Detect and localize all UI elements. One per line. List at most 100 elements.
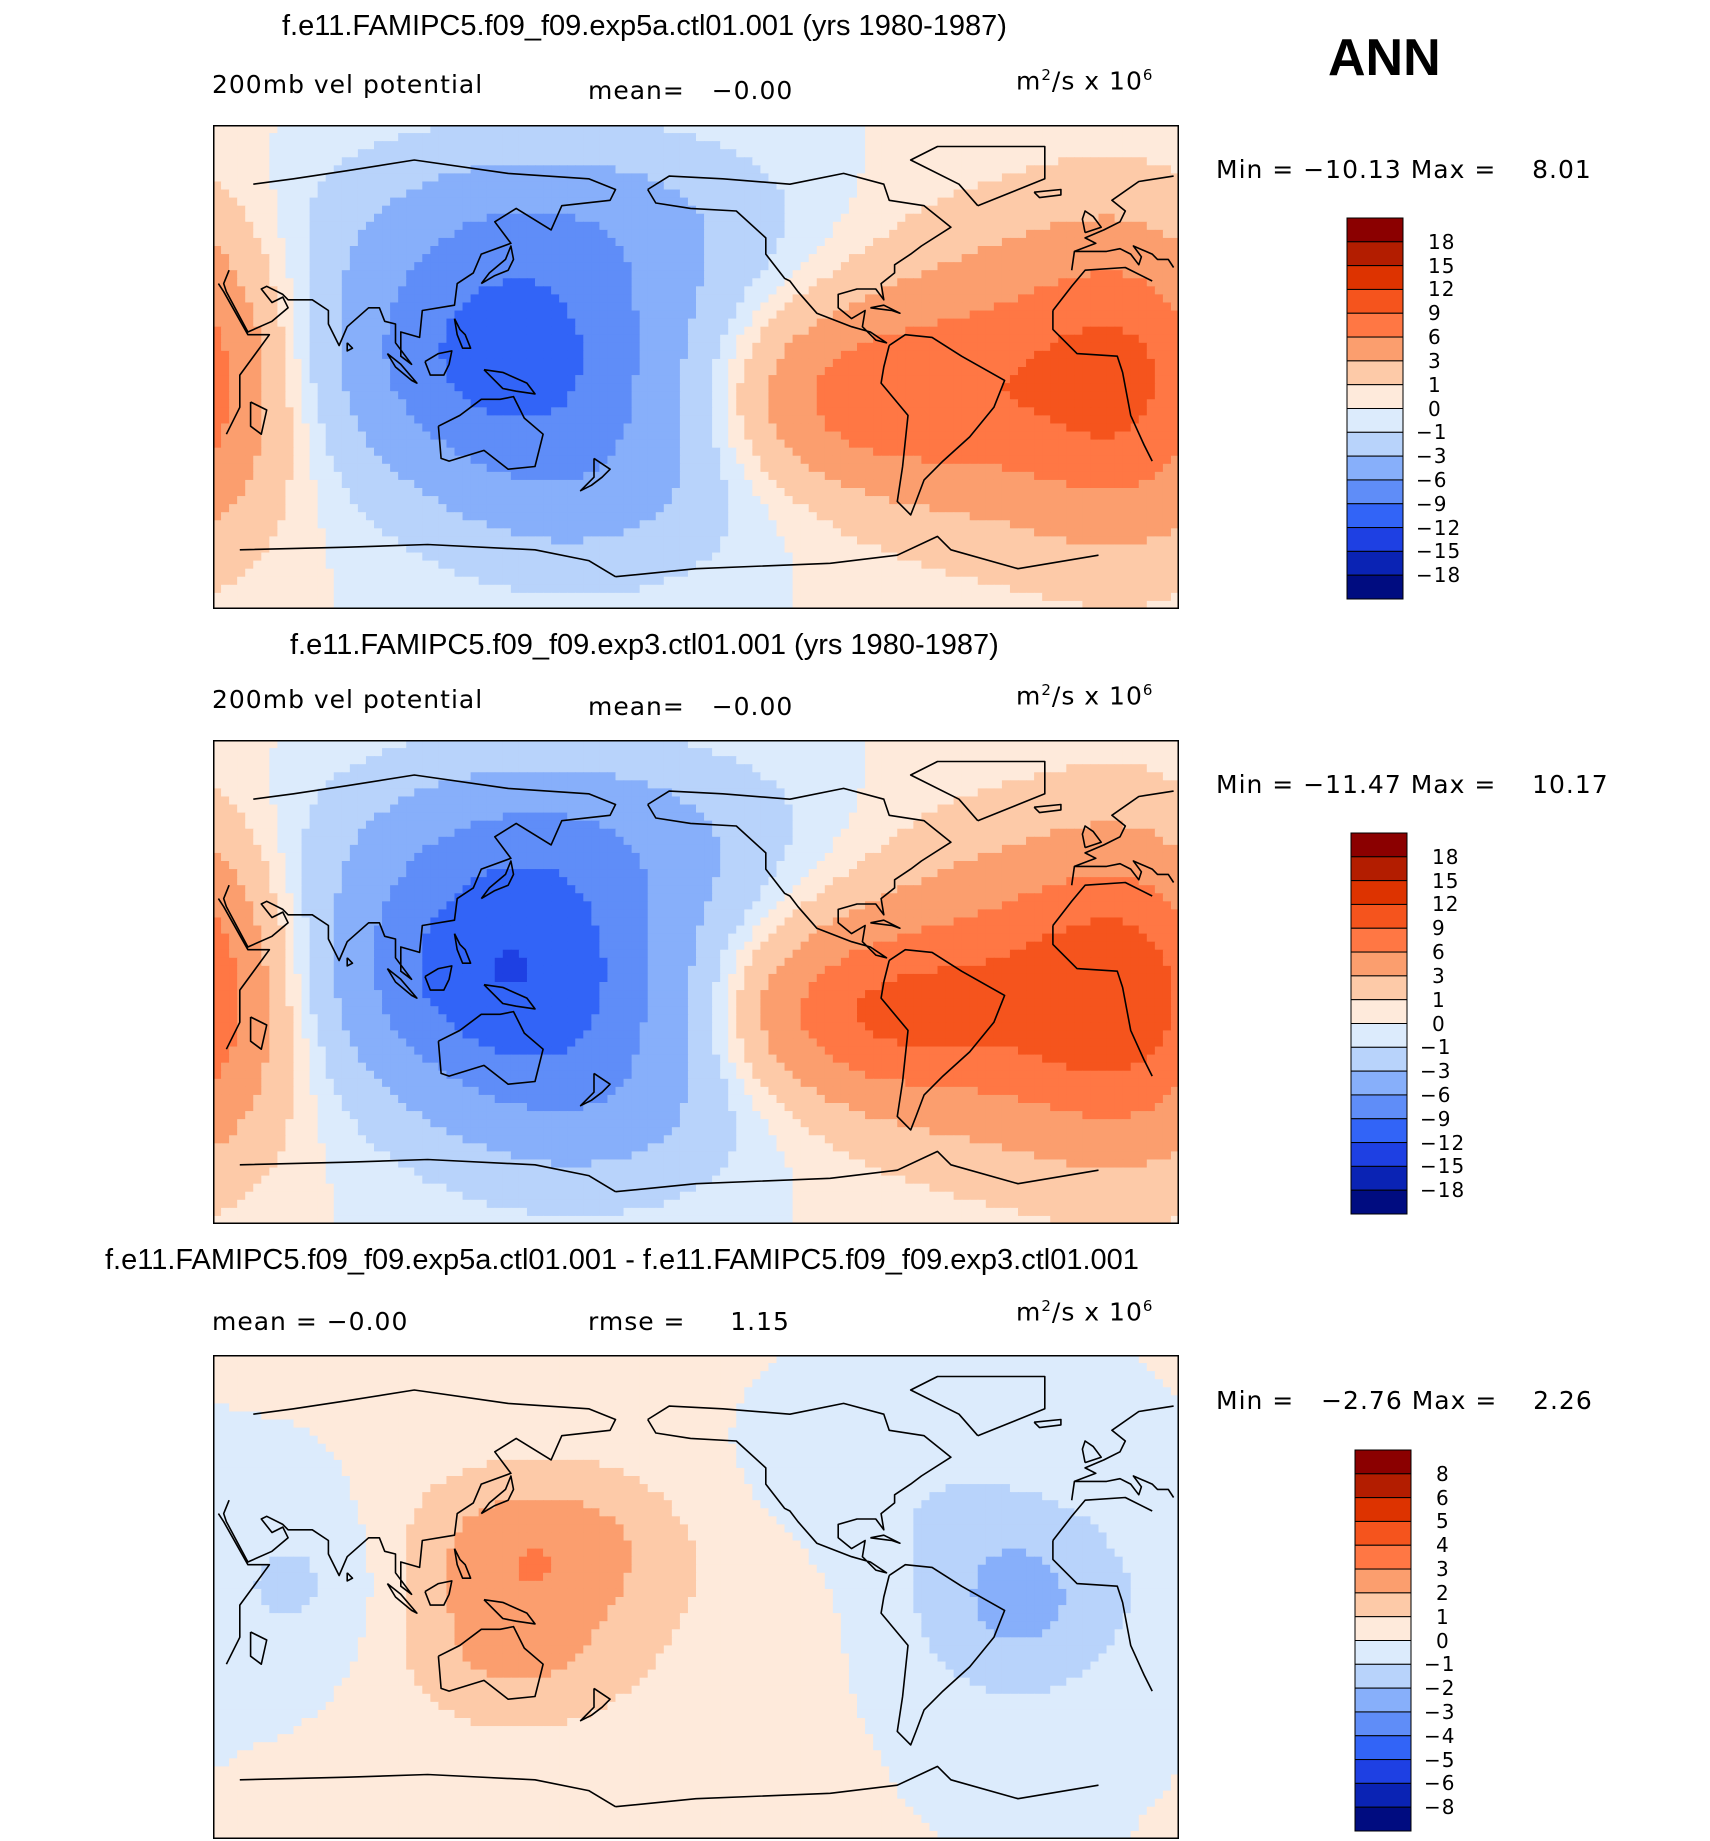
field-cell bbox=[365, 262, 375, 271]
field-cell bbox=[945, 125, 955, 134]
field-cell bbox=[221, 326, 230, 336]
field-cell bbox=[615, 262, 625, 271]
field-cell bbox=[639, 213, 649, 223]
field-cell bbox=[824, 326, 834, 336]
field-cell bbox=[953, 431, 963, 441]
field-cell bbox=[365, 294, 375, 304]
field-cell bbox=[1018, 286, 1027, 295]
field-cell bbox=[937, 391, 947, 400]
field-cell bbox=[213, 294, 222, 304]
field-cell bbox=[406, 342, 415, 352]
field-cell bbox=[623, 294, 633, 304]
field-cell bbox=[929, 431, 939, 441]
field-cell bbox=[317, 133, 327, 142]
field-cell bbox=[1106, 213, 1116, 223]
field-cell bbox=[1074, 383, 1083, 392]
field-cell bbox=[639, 197, 649, 207]
field-cell bbox=[760, 350, 770, 360]
field-cell bbox=[921, 237, 931, 247]
field-cell bbox=[285, 367, 295, 376]
field-cell bbox=[1058, 375, 1067, 384]
field-cell bbox=[969, 439, 979, 449]
field-cell bbox=[1122, 302, 1132, 312]
field-cell bbox=[639, 455, 649, 465]
field-cell bbox=[438, 165, 448, 174]
field-cell bbox=[929, 367, 939, 376]
field-cell bbox=[1098, 318, 1108, 328]
field-cell bbox=[1098, 358, 1108, 368]
field-cell bbox=[253, 173, 262, 183]
field-cell bbox=[1042, 141, 1051, 150]
field-cell bbox=[1058, 439, 1067, 449]
field-cell bbox=[760, 197, 770, 207]
field-cell bbox=[526, 318, 536, 328]
field-cell bbox=[575, 302, 584, 312]
field-cell bbox=[470, 229, 480, 239]
field-cell bbox=[969, 237, 979, 247]
field-cell bbox=[889, 407, 898, 416]
field-cell bbox=[929, 165, 939, 174]
field-cell bbox=[784, 423, 794, 433]
field-cell bbox=[422, 262, 431, 271]
field-cell bbox=[518, 262, 528, 271]
field-cell bbox=[221, 141, 230, 150]
field-cell bbox=[647, 439, 657, 449]
field-cell bbox=[663, 157, 673, 166]
field-cell bbox=[760, 318, 770, 328]
field-cell bbox=[792, 205, 802, 215]
field-cell bbox=[494, 189, 504, 199]
field-cell bbox=[752, 302, 761, 312]
field-cell bbox=[1066, 141, 1075, 150]
field-cell bbox=[317, 262, 327, 271]
field-cell bbox=[1009, 133, 1019, 142]
field-cell bbox=[1130, 133, 1140, 142]
field-cell bbox=[1026, 407, 1035, 416]
field-cell bbox=[953, 270, 963, 279]
field-cell bbox=[349, 358, 359, 368]
field-cell bbox=[1050, 165, 1059, 174]
field-cell bbox=[1106, 391, 1116, 400]
field-cell bbox=[913, 254, 922, 263]
field-cell bbox=[969, 350, 979, 360]
field-cell bbox=[744, 326, 753, 336]
field-cell bbox=[768, 334, 778, 344]
field-cell bbox=[486, 375, 496, 384]
field-cell bbox=[285, 270, 295, 279]
field-cell bbox=[1090, 205, 1100, 215]
field-cell bbox=[341, 318, 351, 328]
field-cell bbox=[422, 423, 431, 433]
field-cell bbox=[277, 439, 287, 449]
field-cell bbox=[953, 415, 963, 425]
field-cell bbox=[816, 213, 826, 223]
field-cell bbox=[760, 302, 770, 312]
field-cell bbox=[840, 350, 850, 360]
field-cell bbox=[985, 173, 995, 183]
field-cell bbox=[865, 181, 874, 191]
field-cell bbox=[655, 286, 665, 295]
field-cell bbox=[720, 270, 729, 279]
field-cell bbox=[1162, 302, 1172, 312]
field-cell bbox=[317, 205, 327, 215]
field-cell bbox=[1009, 383, 1019, 392]
field-cell bbox=[221, 213, 230, 223]
field-cell bbox=[406, 197, 415, 207]
field-cell bbox=[848, 399, 858, 408]
field-cell bbox=[341, 229, 351, 239]
field-cell bbox=[599, 229, 609, 239]
field-cell bbox=[1050, 310, 1059, 320]
field-cell bbox=[438, 133, 448, 142]
field-cell bbox=[1154, 205, 1164, 215]
field-cell bbox=[647, 157, 657, 166]
field-cell bbox=[840, 447, 850, 457]
field-cell bbox=[728, 367, 737, 376]
field-cell bbox=[913, 302, 922, 312]
field-cell bbox=[1042, 165, 1051, 174]
field-cell bbox=[583, 447, 592, 457]
field-cell bbox=[768, 197, 778, 207]
field-cell bbox=[687, 423, 697, 433]
field-cell bbox=[1162, 246, 1172, 255]
field-cell bbox=[575, 399, 584, 408]
field-cell bbox=[889, 237, 898, 247]
field-cell bbox=[792, 310, 802, 320]
field-cell bbox=[937, 221, 947, 231]
